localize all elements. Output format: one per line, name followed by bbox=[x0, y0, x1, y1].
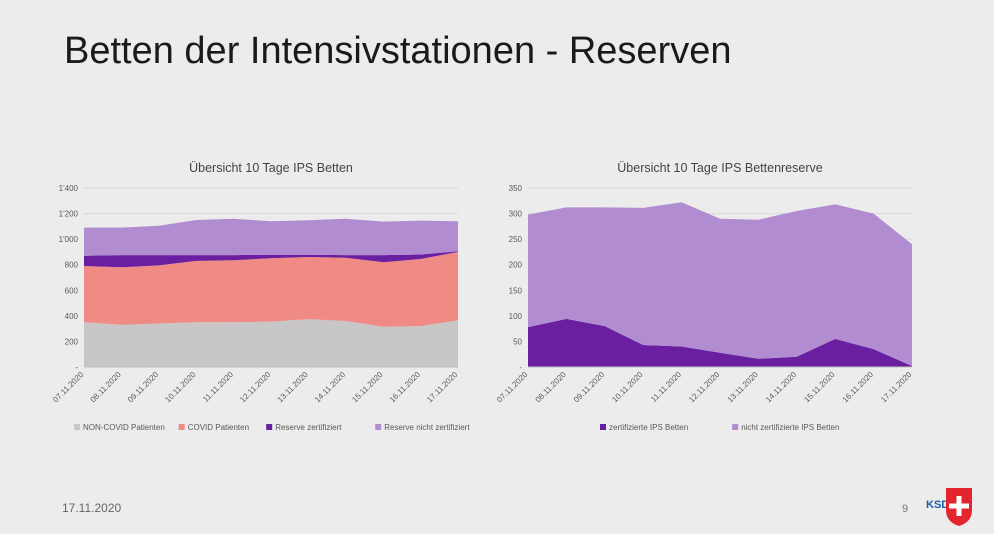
y-tick-label: 1'400 bbox=[59, 184, 79, 193]
legend-label: zertifizierte IPS Betten bbox=[609, 423, 688, 432]
slide-title: Betten der Intensivstationen - Reserven bbox=[64, 30, 732, 72]
y-tick-label: 350 bbox=[509, 184, 523, 193]
x-tick-label: 15.11.2020 bbox=[802, 370, 837, 405]
y-tick-label: 1'000 bbox=[59, 235, 79, 244]
legend-swatch bbox=[732, 424, 739, 430]
series-area-2 bbox=[84, 251, 458, 268]
legend-label: COVID Patienten bbox=[188, 423, 249, 432]
x-tick-label: 16.11.2020 bbox=[388, 370, 423, 405]
x-tick-label: 08.11.2020 bbox=[534, 370, 569, 405]
x-tick-label: 11.11.2020 bbox=[201, 370, 235, 404]
chart-title: Übersicht 10 Tage IPS Betten bbox=[189, 161, 353, 175]
series-area-0 bbox=[528, 318, 912, 367]
x-tick-label: 17.11.2020 bbox=[425, 370, 460, 405]
x-tick-label: 15.11.2020 bbox=[350, 370, 385, 405]
chart-title: Übersicht 10 Tage IPS Bettenreserve bbox=[617, 161, 822, 175]
series-area-0 bbox=[84, 319, 458, 367]
y-tick-label: 100 bbox=[509, 312, 523, 321]
x-tick-label: 14.11.2020 bbox=[764, 370, 799, 405]
y-tick-label: 600 bbox=[65, 286, 79, 295]
legend-swatch bbox=[266, 424, 273, 430]
x-tick-label: 07.11.2020 bbox=[495, 370, 530, 405]
x-tick-label: 09.11.2020 bbox=[572, 370, 607, 405]
legend-swatch bbox=[600, 424, 606, 430]
ksdc-logo: KSDC bbox=[926, 488, 972, 526]
x-tick-label: 07.11.2020 bbox=[51, 370, 86, 405]
footer-date: 17.11.2020 bbox=[62, 501, 122, 515]
legend-label: nicht zertifizierte IPS Betten bbox=[741, 423, 839, 432]
legend-swatch bbox=[178, 424, 185, 430]
y-tick-label: 1'200 bbox=[59, 210, 79, 219]
chart-ips-betten: Übersicht 10 Tage IPS Betten - 200 400 600 80… bbox=[51, 161, 470, 432]
series-area-1 bbox=[84, 251, 458, 327]
y-tick-label: 250 bbox=[509, 235, 523, 244]
x-tick-label: 09.11.2020 bbox=[126, 370, 161, 405]
x-tick-label: 08.11.2020 bbox=[89, 370, 124, 405]
y-tick-label: 200 bbox=[509, 261, 523, 270]
legend-label: Reserve zertifiziert bbox=[275, 423, 342, 432]
legend-label: Reserve nicht zertifiziert bbox=[384, 423, 470, 432]
x-tick-label: 12.11.2020 bbox=[238, 370, 273, 405]
series-area-3 bbox=[84, 218, 458, 256]
y-tick-label: 800 bbox=[65, 261, 79, 270]
x-tick-label: 16.11.2020 bbox=[841, 370, 876, 405]
y-tick-label: - bbox=[75, 363, 78, 372]
x-tick-label: 10.11.2020 bbox=[610, 370, 645, 405]
y-tick-label: - bbox=[519, 363, 522, 372]
y-tick-label: 300 bbox=[509, 210, 523, 219]
y-tick-label: 150 bbox=[509, 286, 523, 295]
x-tick-label: 13.11.2020 bbox=[726, 370, 761, 405]
x-tick-label: 12.11.2020 bbox=[687, 370, 722, 405]
legend-label: NON-COVID Patienten bbox=[83, 423, 165, 432]
series-area-1 bbox=[528, 202, 912, 366]
y-tick-label: 400 bbox=[65, 312, 79, 321]
legend-swatch bbox=[375, 424, 382, 430]
x-tick-label: 10.11.2020 bbox=[163, 370, 198, 405]
y-tick-label: 50 bbox=[513, 337, 522, 346]
x-tick-label: 13.11.2020 bbox=[276, 370, 311, 405]
y-tick-label: 200 bbox=[65, 337, 79, 346]
page-number: 9 bbox=[902, 503, 909, 515]
x-tick-label: 11.11.2020 bbox=[649, 370, 683, 404]
x-tick-label: 17.11.2020 bbox=[879, 370, 914, 405]
legend-swatch bbox=[74, 424, 80, 430]
x-tick-label: 14.11.2020 bbox=[313, 370, 348, 405]
chart-ips-bettenreserve: Übersicht 10 Tage IPS Bettenreserve - 50 10… bbox=[495, 161, 914, 432]
